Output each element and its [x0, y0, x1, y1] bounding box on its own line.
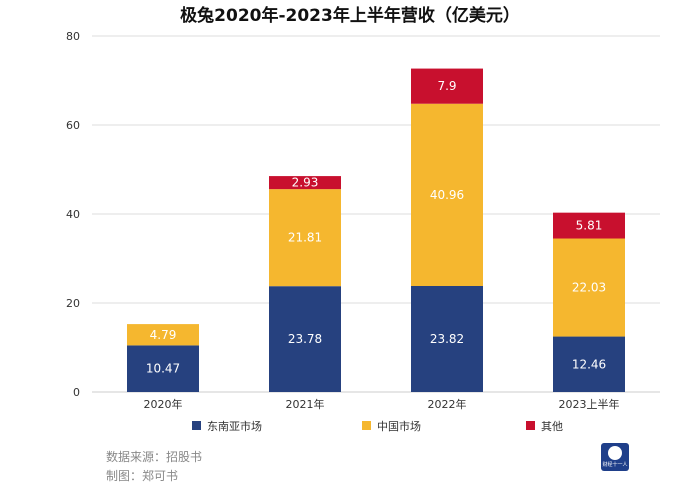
y-tick-label: 60 — [66, 119, 80, 132]
globe-icon — [608, 446, 622, 460]
bar-segment — [553, 336, 625, 392]
bar-segment — [411, 286, 483, 392]
y-tick-label: 80 — [66, 30, 80, 43]
bar-value-label: 2.93 — [292, 176, 319, 190]
bar-segment — [269, 176, 341, 190]
bar-value-label: 23.82 — [430, 332, 464, 346]
legend-swatch — [362, 421, 371, 430]
bar-segment — [411, 68, 483, 104]
legend-label: 中国市场 — [377, 419, 421, 433]
x-tick-label: 2022年 — [428, 397, 467, 411]
bar-value-label: 22.03 — [572, 281, 606, 295]
chart-author-note: 制图：郑可书 — [106, 469, 179, 483]
x-tick-label: 2021年 — [286, 397, 325, 411]
y-axis-ticks: 0 20 40 60 80 — [66, 30, 80, 399]
legend-swatch — [192, 421, 201, 430]
x-tick-label: 2020年 — [144, 397, 183, 411]
bar-value-label: 4.79 — [150, 328, 177, 342]
bar-segment — [127, 345, 199, 392]
data-source-note: 数据来源：招股书 — [106, 450, 203, 464]
bar-value-label: 40.96 — [430, 188, 464, 202]
bar-segment — [411, 103, 483, 287]
legend-swatch — [526, 421, 535, 430]
bar-value-label: 7.9 — [437, 79, 456, 93]
y-tick-label: 0 — [73, 386, 80, 399]
publisher-logo: 财经十一人 — [601, 443, 629, 471]
x-axis-ticks: 2020年 2021年 2022年 2023上半年 — [144, 397, 620, 411]
logo-text: 财经十一人 — [602, 462, 628, 468]
bar-segment — [553, 238, 625, 337]
bar-segment — [553, 212, 625, 239]
bar-value-label: 21.81 — [288, 231, 322, 245]
legend: 东南亚市场 中国市场 其他 — [192, 419, 563, 433]
bar-value-label: 10.47 — [146, 362, 180, 376]
bar-value-label: 5.81 — [576, 219, 603, 233]
bar-value-label: 12.46 — [572, 357, 606, 371]
y-tick-label: 40 — [66, 208, 80, 221]
bar-segment — [269, 286, 341, 392]
bar-segment — [127, 324, 199, 346]
bar-segment — [269, 189, 341, 287]
bars: 10.47 4.79 23.78 21.81 2.93 23.82 40.96 7.9 12.4… — [127, 68, 625, 392]
legend-label: 其他 — [541, 420, 563, 433]
chart-title: 极兔2020年-2023年上半年营收（亿美元） — [180, 5, 520, 26]
legend-label: 东南亚市场 — [207, 419, 262, 433]
y-tick-label: 20 — [66, 297, 80, 310]
x-tick-label: 2023上半年 — [559, 397, 620, 411]
bar-value-label: 23.78 — [288, 332, 322, 346]
